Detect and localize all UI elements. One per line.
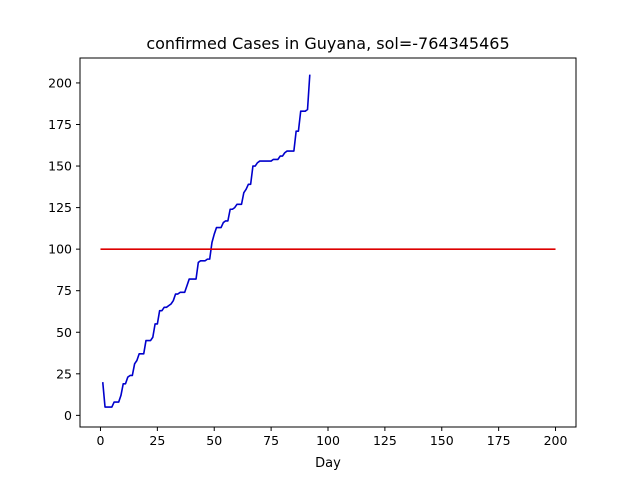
x-tick-label: 50 xyxy=(206,433,222,448)
series-line-1 xyxy=(101,74,311,408)
x-tick-label: 0 xyxy=(97,433,105,448)
y-tick-label: 175 xyxy=(48,117,72,132)
y-tick-label: 25 xyxy=(56,366,72,381)
y-tick-label: 50 xyxy=(56,325,72,340)
y-tick-label: 125 xyxy=(48,200,72,215)
y-tick-label: 200 xyxy=(48,75,72,90)
y-tick-label: 75 xyxy=(56,283,72,298)
x-axis-ticks: 0 25 50 75 100 125 150 175 200 xyxy=(97,427,568,448)
x-tick-label: 100 xyxy=(316,433,340,448)
x-tick-label: 150 xyxy=(430,433,454,448)
y-tick-label: 0 xyxy=(64,408,72,423)
x-axis-label: Day xyxy=(315,456,341,471)
x-tick-label: 200 xyxy=(544,433,568,448)
x-tick-label: 25 xyxy=(149,433,165,448)
y-axis-ticks: 0 25 50 75 100 125 150 175 200 xyxy=(48,75,80,423)
x-tick-label: 125 xyxy=(373,433,397,448)
y-tick-label: 150 xyxy=(48,159,72,174)
x-tick-label: 75 xyxy=(263,433,279,448)
x-tick-label: 175 xyxy=(487,433,511,448)
y-tick-label: 100 xyxy=(48,242,72,257)
series-layer xyxy=(100,74,556,408)
chart-title: confirmed Cases in Guyana, sol=-76434546… xyxy=(146,34,509,53)
